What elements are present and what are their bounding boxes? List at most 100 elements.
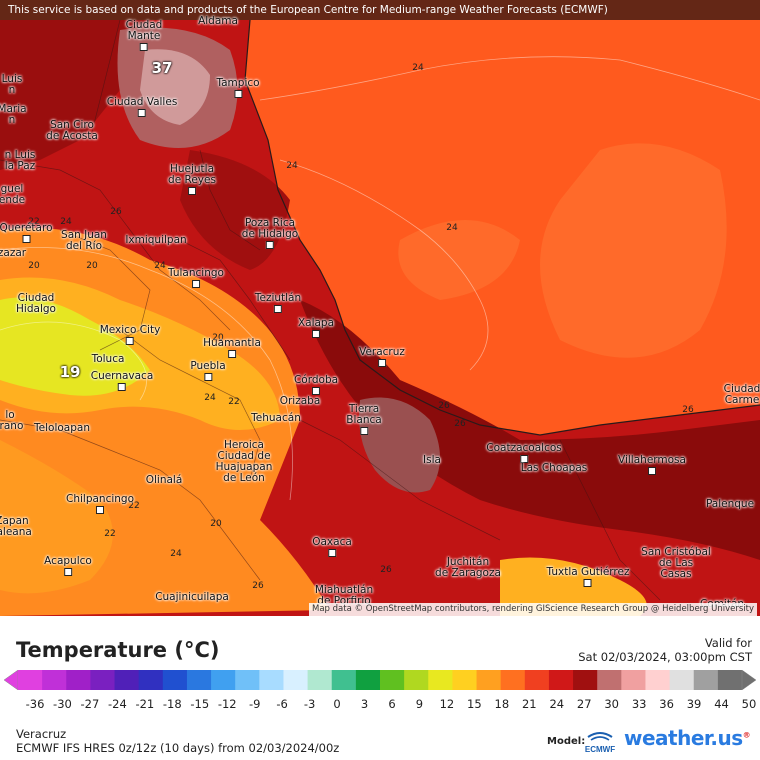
attribution-text: Map data © OpenStreetMap contributors, r… xyxy=(312,604,754,614)
colorbar-tick-label: 24 xyxy=(549,697,565,711)
city-name: Xalapa xyxy=(297,317,335,329)
map-attribution[interactable]: Map data © OpenStreetMap contributors, r… xyxy=(309,603,757,616)
city-label-salazar: zazar xyxy=(0,248,26,259)
colorbar-tick-label: 9 xyxy=(415,697,424,711)
city-name: Luis n xyxy=(1,73,23,96)
city-marker xyxy=(583,579,592,587)
isotherm-label: 24 xyxy=(154,261,166,271)
city-label-olinala: Olinalá xyxy=(146,475,183,486)
city-label-las-choapas: Las Choapas xyxy=(521,463,588,474)
city-name: Mexico City xyxy=(99,324,161,336)
city-label-miguel-allende: guel ende xyxy=(0,184,25,206)
city-marker xyxy=(328,549,336,557)
isotherm-lines xyxy=(0,56,760,501)
colorbar-tick-label: -9 xyxy=(248,697,261,711)
city-label-san-cristobal-de-las-casas: San Cristóbal de Las Casas xyxy=(641,547,711,580)
isotherm-label: 20 xyxy=(28,261,40,271)
city-name: zazar xyxy=(0,247,27,259)
highland-yellow xyxy=(0,297,150,396)
isotherm-label: 24 xyxy=(412,63,424,73)
colorbar-tick-label: 44 xyxy=(714,697,729,711)
city-name: Chilpancingo xyxy=(65,493,135,505)
colorbar-tick-label: -6 xyxy=(276,697,288,711)
city-name: San Juan del Río xyxy=(61,229,107,252)
city-name: Palenque xyxy=(705,498,755,510)
city-name: Ciudad Mante xyxy=(125,19,163,42)
city-marker xyxy=(118,383,126,391)
city-name: Puebla xyxy=(190,360,226,372)
city-name: Zapan raleana xyxy=(0,515,32,538)
colorbar-tick-label: 30 xyxy=(604,697,620,711)
land-dark-isthmus xyxy=(300,300,760,560)
isotherm-label: 26 xyxy=(380,565,392,575)
city-name: Ixmiquilpan xyxy=(125,234,187,246)
heat-peak-isla xyxy=(359,397,440,493)
colorbar-swatch xyxy=(186,670,212,690)
city-name: lo irano xyxy=(0,409,24,432)
colorbar-max-arrow xyxy=(741,670,756,690)
colorbar-min-arrow xyxy=(4,670,19,690)
city-name: Teziutlán xyxy=(254,292,302,304)
city-label-huajuapan-de-leon: Heroica Ciudad de Huajuapan de León xyxy=(216,440,273,484)
city-name: Ciudad Hidalgo xyxy=(16,292,56,315)
colorbar-tick-label: -15 xyxy=(190,697,210,711)
city-marker xyxy=(191,280,200,288)
city-name: Tulancingo xyxy=(168,267,224,279)
valid-for-label: Valid for xyxy=(704,636,752,650)
city-label-chilpancingo: Chilpancingo xyxy=(66,494,134,514)
isotherm-label: 24 xyxy=(204,393,216,403)
isotherm-label: 26 xyxy=(252,581,264,591)
city-label-villahermosa: Villahermosa xyxy=(618,455,686,475)
city-name: Veracruz xyxy=(359,346,405,358)
city-label-ciudad-hidalgo: Ciudad Hidalgo xyxy=(16,293,56,315)
region-name: Veracruz xyxy=(16,727,67,741)
city-label-tulancingo: Tulancingo xyxy=(168,268,224,288)
gulf-warm-patch xyxy=(540,143,727,358)
city-label-coatzacoalcos: Coatzacoalcos xyxy=(486,442,562,463)
colorbar-swatch xyxy=(717,670,743,690)
land-dark-north xyxy=(0,20,150,170)
colorbar-swatch xyxy=(138,670,164,690)
city-name: Coatzacoalcos xyxy=(486,442,562,454)
colorbar-tick-label: 6 xyxy=(388,697,396,711)
colorbar-swatch xyxy=(307,670,333,690)
colorbar-tick-label: 50 xyxy=(741,697,757,711)
state-borders xyxy=(0,19,661,601)
weather-us-logo[interactable]: weather.us® xyxy=(624,726,751,750)
city-label-cuajinicuilapa: Cuajinicuilapa xyxy=(155,592,229,603)
city-name: San Ciro de Acosta xyxy=(46,119,98,142)
colorbar-swatch xyxy=(476,670,502,690)
city-name: Las Choapas xyxy=(520,462,588,474)
city-label-xalapa: Xalapa xyxy=(298,318,334,338)
city-label-tuxtla-gutierrez: Tuxtla Gutiérrez xyxy=(547,567,629,587)
brand-registered-mark: ® xyxy=(742,730,751,740)
city-name: Huamantla xyxy=(203,337,261,349)
temperature-map[interactable]: This service is based on data and produc… xyxy=(0,0,760,616)
colorbar-swatch xyxy=(90,670,116,690)
city-label-isla: Isla xyxy=(423,455,441,466)
city-label-mexico-city: Mexico City xyxy=(99,324,161,345)
city-name: Villahermosa xyxy=(618,454,686,466)
colorbar-swatch xyxy=(42,670,67,690)
peak-temperature-label: 37 xyxy=(151,59,173,77)
city-label-ixmiquilpan: Ixmiquilpan xyxy=(125,235,186,246)
city-name: Aldama xyxy=(198,15,238,27)
colorbar-swatch xyxy=(645,670,671,690)
city-name: Acapulco xyxy=(44,555,92,567)
isotherm-label: 26 xyxy=(682,405,694,415)
city-name: Tehuacán xyxy=(251,412,301,424)
legend-title: Temperature (°C) xyxy=(16,638,220,662)
city-label-ciudad-valles: Ciudad Valles xyxy=(107,97,177,117)
city-name: San Cristóbal de Las Casas xyxy=(641,546,711,580)
colorbar-tick-label: 12 xyxy=(439,697,455,711)
city-label-san-juan-del-rio: San Juan del Río xyxy=(61,230,107,252)
colorbar-swatch xyxy=(283,670,309,690)
city-label-altamirano: lo irano xyxy=(0,410,23,432)
city-label-cuernavaca: Cuernavaca xyxy=(91,371,153,391)
city-marker xyxy=(647,467,656,475)
isotherm-label: 22 xyxy=(228,397,240,407)
city-marker xyxy=(137,109,146,117)
colorbar-tick-label: 0 xyxy=(333,697,341,711)
city-marker xyxy=(95,506,104,514)
city-marker xyxy=(273,305,282,313)
